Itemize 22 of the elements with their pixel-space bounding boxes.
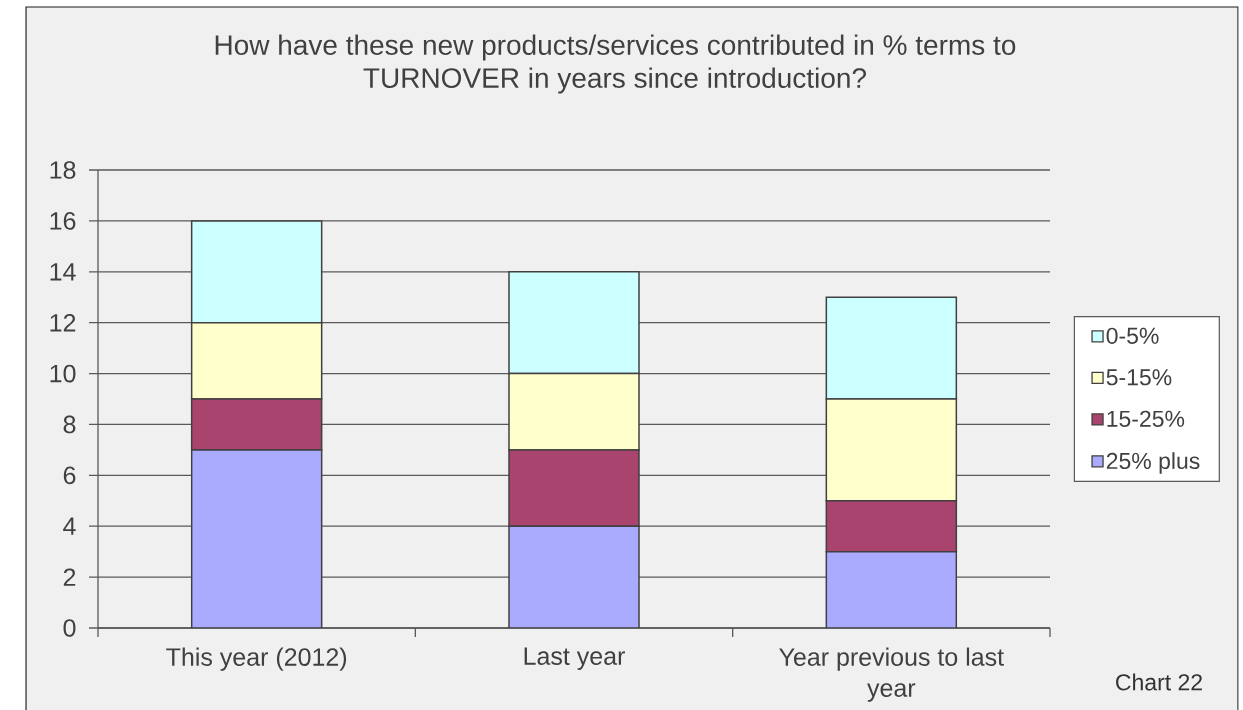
- caption: Chart 22: [1116, 673, 1202, 691]
- bar: [190, 449, 323, 628]
- y-tick-label: 16: [50, 212, 76, 230]
- y-tick-label: 14: [50, 263, 76, 281]
- y-tick-label: 4: [63, 517, 76, 535]
- y-tick-label: 6: [63, 466, 76, 485]
- x-tick-label: Year previous to last year: [779, 647, 1004, 702]
- bar: [825, 550, 958, 628]
- legend-label: 15-25%: [1107, 410, 1185, 427]
- y-tick-label: 0: [63, 619, 76, 637]
- y-tick-label: 2: [63, 568, 76, 586]
- y-tick-label: 12: [50, 313, 76, 332]
- y-tick-label: 8: [63, 415, 76, 434]
- legend-label: 0-5%: [1106, 327, 1159, 344]
- y-tick-label: 18: [50, 161, 76, 179]
- chart-title: How have these new products/services contributed in % terms to TURNOVER in years since introduction?: [215, 34, 1016, 94]
- y-tick-label: 10: [50, 364, 76, 383]
- legend-label: 25% plus: [1106, 452, 1200, 474]
- legend-label: 5-15%: [1106, 369, 1172, 386]
- x-tick-label: This year (2012): [166, 647, 347, 671]
- x-tick-label: Last year: [524, 647, 625, 670]
- bar: [508, 525, 640, 628]
